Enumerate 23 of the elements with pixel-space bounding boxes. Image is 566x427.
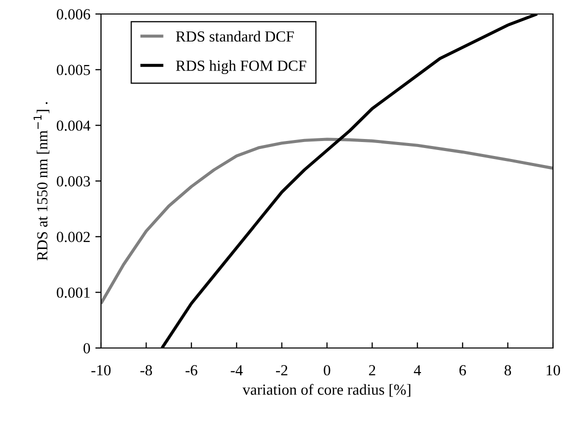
x-tick-label: -10 (91, 365, 111, 376)
x-tick-label: -8 (140, 365, 152, 376)
y-axis-title: RDS at 1550 nm [nm$^{−1}$] . (34, 102, 50, 260)
x-tick-label: 0 (324, 365, 330, 376)
y-tick-label: 0.005 (56, 64, 90, 76)
x-tick-label: -2 (276, 365, 288, 376)
y-tick-label: 0.004 (56, 120, 90, 131)
x-axis-title: variation of core radius [%] (242, 384, 410, 397)
y-tick-label: 0.002 (56, 232, 90, 242)
legend-label: RDS high FOM DCF (176, 60, 306, 74)
x-tick-label: 10 (546, 365, 560, 376)
line-series (101, 138, 553, 305)
y-tick-label: 0 (84, 343, 90, 354)
x-tick-label: 2 (369, 365, 376, 376)
y-tick-label: 0.001 (56, 287, 90, 298)
x-tick-label: 4 (414, 365, 421, 376)
y-tick-label: 0.006 (56, 9, 90, 20)
x-tick-label: -4 (230, 365, 243, 376)
x-tick-label: 6 (459, 365, 466, 376)
x-tick-label: -6 (186, 365, 198, 376)
legend-label: RDS standard DCF (176, 30, 294, 42)
y-tick-label: 0.003 (56, 176, 90, 187)
x-tick-label: 8 (504, 365, 512, 376)
